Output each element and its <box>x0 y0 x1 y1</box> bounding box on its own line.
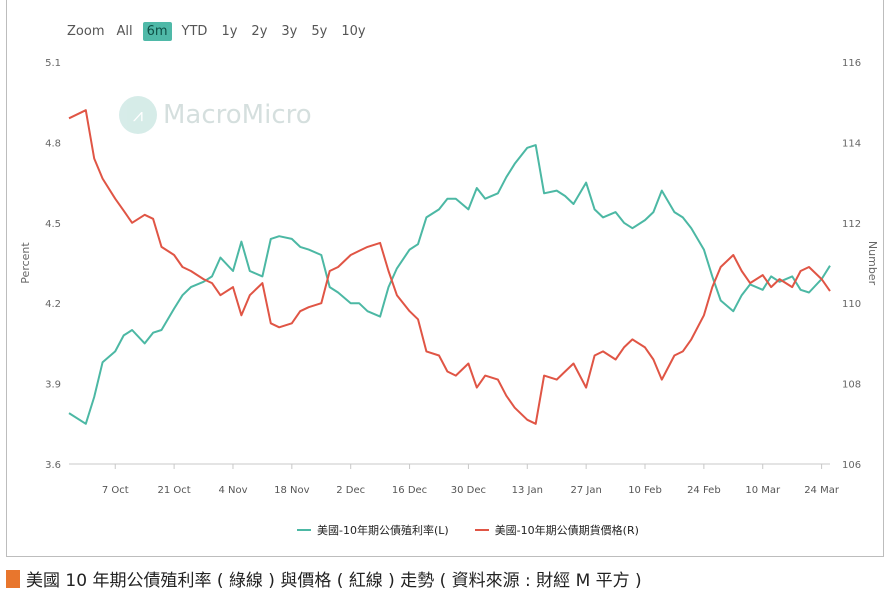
caption-text: 美國 10 年期公債殖利率 ( 綠線 ) 與價格 ( 紅線 ) 走勢 ( 資料來… <box>26 571 642 591</box>
left-tick-label: 4.8 <box>45 138 61 149</box>
figure-caption: 美國 10 年期公債殖利率 ( 綠線 ) 與價格 ( 紅線 ) 走勢 ( 資料來… <box>6 566 642 591</box>
series-line-yield <box>68 144 831 425</box>
left-tick-label: 4.2 <box>45 299 61 310</box>
x-tick-label: 21 Oct <box>158 485 191 496</box>
legend: 美國-10年期公債殖利率(L) 美國-10年期公債期貨價格(R) <box>297 522 639 538</box>
x-tick-label: 10 Feb <box>628 485 662 496</box>
zoom-button-2y[interactable]: 2y <box>251 24 268 39</box>
zoom-button-all[interactable]: All <box>116 24 133 39</box>
legend-item-price[interactable]: 美國-10年期公債期貨價格(R) <box>474 522 639 538</box>
watermark-text: MacroMicro <box>163 100 312 130</box>
zoom-button-3y[interactable]: 3y <box>281 24 298 39</box>
x-tick-label: 18 Nov <box>274 485 310 496</box>
right-tick-label: 112 <box>842 219 861 230</box>
zoom-label: Zoom <box>67 24 105 39</box>
watermark: ⩘ MacroMicro <box>119 96 312 134</box>
x-tick-label: 2 Dec <box>336 485 365 496</box>
legend-swatch-price <box>474 529 489 531</box>
right-axis-title: Number <box>866 241 879 286</box>
legend-item-yield[interactable]: 美國-10年期公債殖利率(L) <box>297 522 449 538</box>
legend-label-price: 美國-10年期公債期貨價格(R) <box>494 524 639 537</box>
x-tick-label: 27 Jan <box>570 485 601 496</box>
zoom-button-5y[interactable]: 5y <box>311 24 328 39</box>
chart-frame: Zoom All 6m YTD 1y 2y 3y 5y 10y 3.6 3.9 4.… <box>6 0 884 557</box>
x-tick-label: 24 Mar <box>804 485 840 496</box>
left-tick-label: 5.1 <box>45 58 61 69</box>
x-tick-label: 24 Feb <box>687 485 721 496</box>
left-tick-label: 3.9 <box>45 380 61 391</box>
right-tick-label: 116 <box>842 58 861 69</box>
caption-marker <box>6 569 20 588</box>
zoom-bar: Zoom All 6m YTD 1y 2y 3y 5y 10y <box>67 22 376 41</box>
right-tick-label: 114 <box>842 138 861 149</box>
left-axis-title: Percent <box>19 242 32 284</box>
right-tick-label: 108 <box>842 380 861 391</box>
right-tick-label: 110 <box>842 299 861 310</box>
zoom-button-6m[interactable]: 6m <box>142 22 172 41</box>
zoom-button-ytd[interactable]: YTD <box>181 24 208 39</box>
zoom-button-1y[interactable]: 1y <box>221 24 238 39</box>
legend-label-yield: 美國-10年期公債殖利率(L) <box>317 524 449 537</box>
x-tick-label: 4 Nov <box>218 485 247 496</box>
x-tick-label: 7 Oct <box>102 485 129 496</box>
zoom-button-10y[interactable]: 10y <box>341 24 366 39</box>
legend-swatch-yield <box>297 529 311 531</box>
chart-plot: 3.6 3.9 4.2 4.5 4.8 5.1 106 108 110 112 114 116 Perc… <box>19 58 879 496</box>
left-tick-label: 4.5 <box>45 219 61 230</box>
x-tick-label: 30 Dec <box>451 485 486 496</box>
x-tick-label: 10 Mar <box>745 485 781 496</box>
x-tick-label: 16 Dec <box>392 485 427 496</box>
macromicro-logo-icon: ⩘ <box>119 96 157 134</box>
series-line-price <box>68 109 831 425</box>
x-tick-label: 13 Jan <box>512 485 543 496</box>
left-tick-label: 3.6 <box>45 460 61 471</box>
right-tick-label: 106 <box>842 460 861 471</box>
